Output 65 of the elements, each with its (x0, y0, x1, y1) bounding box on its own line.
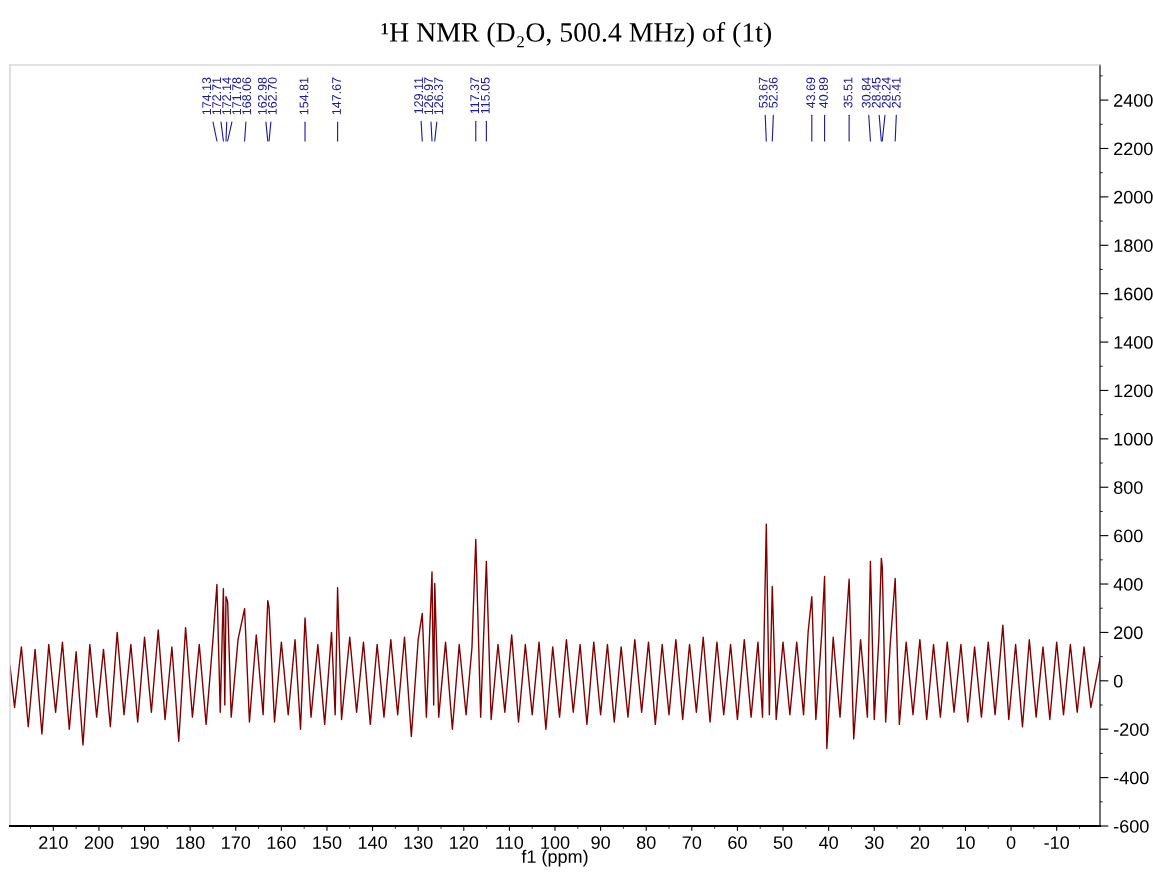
x-tick-label: 170 (222, 836, 251, 849)
annotation: 43.69 (806, 77, 816, 108)
annotation: 28.24 (881, 77, 891, 108)
y-tick-label: 600 (1114, 529, 1143, 543)
annotation: 162.70 (267, 77, 277, 115)
y-tick-label: 200 (1114, 626, 1143, 640)
x-tick-label: 30 (864, 836, 884, 849)
y-tick-label: 1200 (1114, 384, 1153, 398)
y-tick-label: 2200 (1114, 142, 1153, 156)
y-tick-label: -600 (1114, 819, 1149, 833)
annotation: 53.67 (758, 77, 768, 108)
annotation: 168.06 (242, 77, 252, 115)
x-tick-label: 180 (176, 836, 205, 849)
annotation: 162.98 (257, 77, 267, 115)
y-tick-label: -400 (1114, 771, 1149, 785)
x-tick-label: 190 (130, 836, 159, 849)
x-tick-label: 0 (1006, 836, 1016, 849)
x-tick-label: -10 (1044, 836, 1070, 849)
y-tick-label: 2000 (1114, 190, 1153, 204)
x-tick-label: 150 (313, 836, 342, 849)
x-tick-label: 50 (773, 836, 793, 849)
annotation: 40.89 (819, 77, 828, 108)
x-tick-label: 60 (728, 836, 747, 849)
x-tick-label: 140 (358, 836, 387, 849)
x-tick-label: 110 (496, 836, 524, 849)
y-tick-label: 1600 (1114, 287, 1153, 301)
annotation: 30.84 (861, 77, 871, 108)
y-tick-label: 1000 (1114, 432, 1153, 446)
annotation: 174.13 (202, 77, 212, 115)
annotation: 25.41 (891, 77, 901, 108)
x-tick-label: 120 (450, 836, 479, 849)
annotation: 126.97 (424, 77, 434, 115)
y-tick-label: 800 (1113, 481, 1143, 494)
annotation: 172.71 (212, 77, 221, 115)
x-tick-label: 130 (404, 836, 433, 849)
annotation: 172.14 (222, 77, 231, 115)
annotation: 129.11 (414, 77, 424, 114)
annotation: 154.81 (299, 77, 309, 115)
annotation: 117.37 (470, 77, 480, 114)
annotation: 171.78 (232, 77, 242, 115)
x-tick-label: 210 (39, 836, 68, 849)
x-tick-label: 70 (682, 836, 702, 849)
line-series (10, 523, 1100, 750)
x-tick-label: 40 (819, 836, 838, 849)
annotation: 28.45 (871, 77, 881, 108)
y-tick-label: 2400 (1114, 94, 1153, 107)
annotation: 52.36 (768, 77, 778, 108)
x-tick-label: 10 (956, 836, 975, 849)
chart-title: ¹H NMR (D₂O, 500.4 MHz) of (1t) (381, 21, 771, 48)
y-tick-label: 1400 (1114, 335, 1153, 349)
x-tick-label: 160 (267, 836, 296, 849)
annotation: 147.67 (332, 77, 341, 115)
x-tick-label: 80 (636, 836, 656, 849)
x-tick-label: 90 (591, 836, 610, 849)
annotation: 115.05 (480, 77, 490, 114)
x-tick-label: 200 (84, 836, 114, 849)
y-tick-label: -200 (1114, 723, 1149, 736)
x-tick-label: 20 (910, 836, 930, 849)
y-tick-label: 400 (1113, 577, 1143, 591)
annotation: 126.37 (434, 77, 444, 115)
x-tick-label: 100 (541, 836, 570, 849)
y-tick-label: 1800 (1114, 239, 1153, 252)
annotation: 35.51 (843, 77, 853, 108)
y-tick-label: 0 (1113, 674, 1123, 688)
x-axis-title: f1 (ppm) (521, 849, 588, 867)
